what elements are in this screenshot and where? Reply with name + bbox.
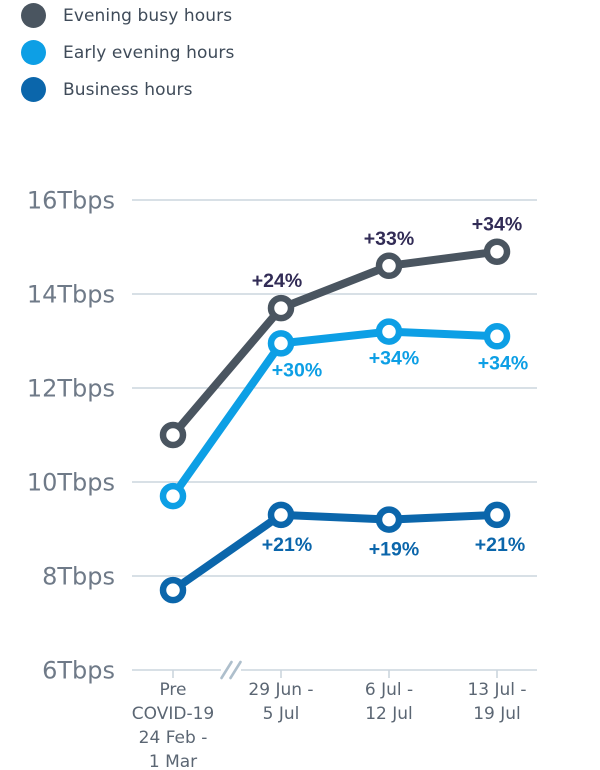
axis-break-icon: [229, 660, 242, 680]
y-axis-label: 8Tbps: [42, 563, 115, 591]
legend-label: Early evening hours: [63, 42, 235, 63]
y-axis-label: 12Tbps: [27, 375, 115, 403]
change-label-evening-busy-hours: +24%: [252, 270, 302, 292]
x-axis-label: COVID-19: [132, 704, 214, 724]
x-axis-label: 29 Jun -: [248, 680, 313, 700]
x-axis-label: Pre: [159, 680, 186, 700]
change-label-early-evening-hours: +34%: [369, 348, 419, 370]
change-label-early-evening-hours: +30%: [272, 359, 322, 381]
data-point-marker-business-hours: [483, 501, 511, 529]
data-point-marker-evening-busy-hours: [159, 421, 187, 449]
y-axis-label: 16Tbps: [27, 187, 115, 215]
x-axis-label: 12 Jul: [365, 704, 413, 724]
data-point-marker-business-hours: [267, 501, 295, 529]
x-axis-label: 19 Jul: [473, 704, 521, 724]
data-point-marker-evening-busy-hours: [267, 294, 295, 322]
data-point-marker-evening-busy-hours: [375, 252, 403, 280]
data-point-marker-early-evening-hours: [483, 323, 511, 350]
x-axis-label: 6 Jul -: [365, 680, 413, 700]
data-point-marker-business-hours: [159, 576, 187, 604]
data-point-marker-evening-busy-hours: [483, 238, 511, 265]
legend-label: Evening busy hours: [63, 5, 233, 26]
change-label-business-hours: +19%: [369, 539, 419, 561]
legend-label: Business hours: [63, 79, 193, 100]
x-axis-label: 5 Jul: [263, 704, 300, 724]
legend-dot-icon: [21, 40, 46, 65]
data-point-marker-early-evening-hours: [159, 482, 187, 510]
y-axis-label: 6Tbps: [42, 657, 115, 685]
x-axis-label: 1 Mar: [149, 752, 197, 770]
data-point-marker-business-hours: [375, 506, 403, 533]
x-axis-label: 13 Jul -: [467, 680, 526, 700]
series-line-early-evening-hours: [169, 327, 501, 501]
axis-break-gap: [221, 662, 241, 678]
change-label-early-evening-hours: +34%: [478, 352, 528, 374]
series-line-evening-busy-hours: [169, 247, 501, 439]
data-point-marker-early-evening-hours: [375, 318, 403, 345]
data-point-marker-early-evening-hours: [267, 330, 295, 357]
legend-dot-icon: [21, 77, 46, 102]
x-axis-label: 24 Feb -: [139, 728, 208, 748]
y-axis-label: 14Tbps: [27, 281, 115, 309]
series-line-business-hours: [169, 510, 501, 595]
legend: Evening busy hours Early evening hours B…: [21, 3, 234, 114]
change-label-business-hours: +21%: [262, 534, 312, 556]
change-label-evening-busy-hours: +33%: [364, 228, 414, 250]
change-label-business-hours: +21%: [475, 534, 525, 556]
legend-item-early-evening-hours: Early evening hours: [21, 40, 234, 65]
axis-break-icon: [220, 660, 233, 680]
legend-item-business-hours: Business hours: [21, 77, 234, 102]
legend-item-evening-busy-hours: Evening busy hours: [21, 3, 234, 28]
legend-dot-icon: [21, 3, 46, 28]
change-label-evening-busy-hours: +34%: [472, 214, 522, 236]
y-axis-label: 10Tbps: [27, 469, 115, 497]
